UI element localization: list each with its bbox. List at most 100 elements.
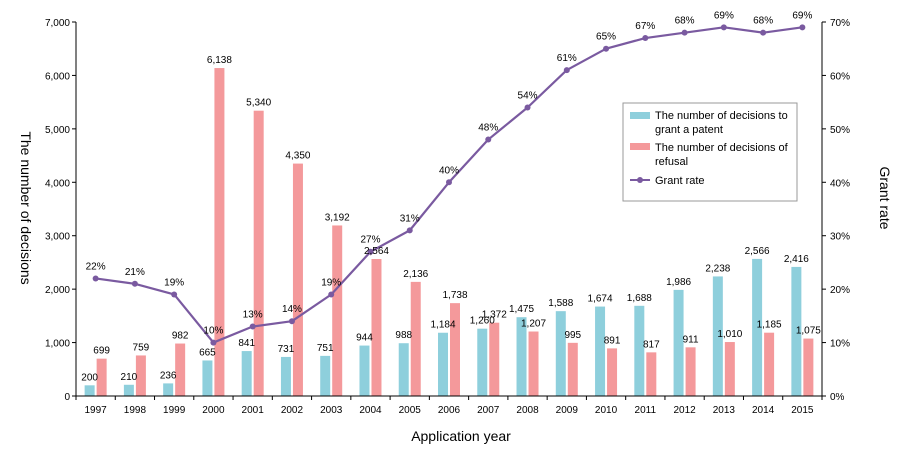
bar-label-grant: 1,674 [588,294,613,305]
x-tick-label: 2005 [399,405,422,416]
grant-rate-label: 48% [478,123,498,134]
x-tick-label: 2015 [791,405,814,416]
bar-label-refusal: 699 [93,346,110,357]
bar-label-refusal: 2,136 [403,269,428,280]
bar-grant [477,328,488,396]
grant-rate-marker [446,179,452,186]
grant-rate-marker [171,291,178,298]
bar-label-grant: 1,986 [666,277,691,288]
bar-label-refusal: 1,372 [482,310,507,321]
grant-rate-label: 69% [792,10,812,21]
bar-label-refusal: 1,207 [521,319,546,330]
y2-tick-label: 50% [830,125,850,136]
bar-label-refusal: 982 [172,331,189,342]
bar-refusal [646,352,657,396]
y-tick-label: 2,000 [45,285,70,296]
bar-refusal [371,259,382,396]
bar-refusal [607,348,618,396]
bar-refusal [724,342,735,396]
y2-tick-label: 40% [830,178,850,189]
y2-tick-label: 30% [830,232,850,243]
bar-grant [555,311,566,396]
bar-label-grant: 841 [238,338,255,349]
bar-label-refusal: 3,192 [325,212,350,223]
x-tick-label: 2010 [595,405,618,416]
grant-rate-marker [406,227,413,234]
line-series-group [92,24,806,346]
legend-label-refusal-line1: The number of decisions of [655,142,789,154]
x-tick-label: 1999 [163,405,186,416]
bar-label-grant: 1,260 [470,316,495,327]
bar-grant [712,276,723,396]
legend-box [622,102,798,202]
y2-tick-label: 20% [830,285,850,296]
bar-grant [516,317,527,396]
legend: The number of decisions to grant a paten… [622,102,798,202]
y-tick-label: 6,000 [45,71,70,82]
bar-refusal [175,343,186,396]
bar-label-grant: 1,588 [548,298,573,309]
x-tick-label: 2007 [477,405,500,416]
y2-tick-label: 60% [830,71,850,82]
bar-grant [634,305,645,396]
bar-grant [241,351,252,396]
grant-rate-label: 19% [321,277,341,288]
bar-label-refusal: 5,340 [246,98,271,109]
bar-refusal [803,338,814,396]
bar-label-grant: 2,238 [705,263,730,274]
x-tick-label: 2013 [713,405,736,416]
bar-label-grant: 1,688 [627,293,652,304]
bar-series-group [84,68,814,397]
legend-label-grant-line2: grant a patent [655,124,723,136]
y-tick-label: 1,000 [45,339,70,350]
y-tick-label: 7,000 [45,18,70,29]
axes-group: 0 1,000 2,000 3,000 4,000 5,000 6,000 7,000 0% 10… [45,18,850,416]
x-tick-label: 2009 [556,405,579,416]
bar-label-grant: 988 [395,330,412,341]
grant-rate-label: 40% [439,165,459,176]
y-axis-title: The number of decisions [18,131,34,284]
bar-grant [791,266,802,396]
x-tick-label: 2001 [242,405,265,416]
x-tick-label: 2011 [635,405,657,416]
bar-label-refusal: 995 [564,330,581,341]
x-tick-label: 2008 [516,405,539,416]
x-tick-label: 2004 [359,405,382,416]
bar-grant [320,355,331,396]
bar-refusal [410,281,421,396]
bar-label-refusal: 759 [133,342,150,353]
bar-grant [280,356,291,396]
grant-rate-marker [603,45,610,52]
bar-grant [359,345,370,396]
grant-rate-marker [760,29,767,36]
grant-rate-marker [524,104,531,111]
bar-label-grant: 1,475 [509,304,534,315]
legend-label-refusal-line2: refusal [655,156,688,168]
x-axis-title: Application year [411,428,511,444]
y2-tick-label: 70% [830,18,850,29]
grant-rate-marker [367,248,374,255]
legend-swatch-grant [630,112,650,119]
grant-rate-marker [720,24,727,31]
bar-refusal [135,355,146,396]
x-tick-label: 2003 [320,405,343,416]
bar-grant [123,384,134,396]
grant-rate-marker [328,291,335,298]
bar-grant [438,332,448,396]
bar-label-grant: 751 [317,343,334,354]
y2-tick-label: 10% [830,339,850,350]
legend-marker-rate [637,177,643,183]
grant-rate-marker [131,280,138,287]
bar-refusal [567,342,578,396]
bar-grant [595,306,606,396]
bar-refusal [764,332,775,396]
grant-rate-label: 22% [86,261,106,272]
bar-label-refusal: 891 [604,335,621,346]
bar-label-refusal: 6,138 [207,55,232,66]
y-tick-label: 0 [64,392,70,403]
x-tick-label: 2006 [438,405,461,416]
bar-label-refusal: 1,185 [757,320,782,331]
bar-label-refusal: 4,350 [285,151,310,162]
